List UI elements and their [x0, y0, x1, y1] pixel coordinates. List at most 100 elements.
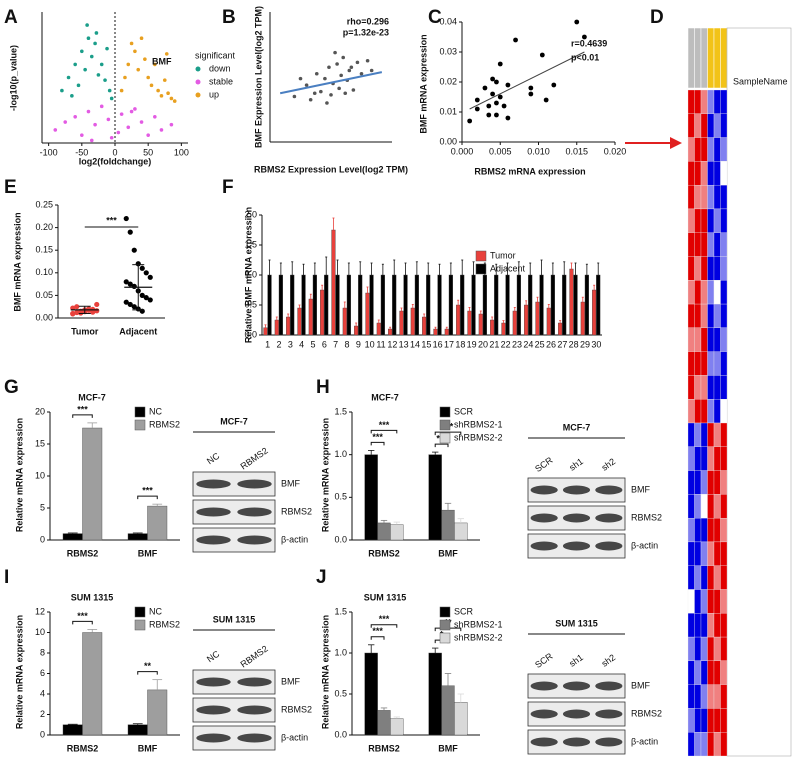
heat-cell [713, 113, 721, 138]
sig-bracket [72, 414, 93, 418]
heat-cell [707, 303, 715, 329]
sig-bracket [434, 443, 449, 448]
bar [546, 307, 551, 336]
point [490, 76, 495, 82]
bar [512, 310, 517, 336]
legend-marker [195, 79, 201, 85]
bar [301, 274, 306, 336]
point [116, 130, 121, 135]
panel-label: E [4, 177, 17, 198]
point [528, 85, 534, 91]
bar [290, 274, 295, 336]
x-tick-label: 23 [512, 339, 522, 349]
heat-cell [707, 184, 715, 210]
heat-cell [700, 446, 708, 471]
heat-cell [694, 399, 702, 424]
annotation: p<0.01 [571, 52, 599, 62]
heat-cell [720, 565, 728, 590]
bar [82, 632, 103, 736]
y-tick-label: 1.5 [244, 239, 257, 249]
y-tick-label: 12 [35, 606, 45, 616]
point [147, 274, 153, 280]
blot-band [562, 709, 591, 719]
blot-band [237, 535, 272, 545]
y-tick-label: 0.0 [244, 329, 257, 339]
x-tick-label: BMF [138, 743, 158, 753]
heat-cell [720, 636, 728, 662]
point [539, 52, 545, 58]
blot-band [595, 709, 623, 719]
bar [127, 533, 148, 541]
x-tick-label: 15 [421, 339, 431, 349]
point [73, 115, 77, 119]
legend-label: shRBMS2-1 [454, 619, 503, 629]
panel-label: I [4, 567, 9, 588]
bar [562, 274, 567, 336]
heat-cell [694, 161, 702, 186]
heat-cell [687, 684, 695, 709]
point [333, 50, 337, 55]
heat-cell [713, 613, 721, 638]
legend-label: NC [149, 406, 162, 416]
point [129, 41, 134, 46]
point [505, 82, 511, 88]
x-tick-label: -50 [75, 147, 88, 157]
heat-cell [720, 303, 728, 329]
heat-cell [700, 422, 708, 447]
fit-line [469, 51, 585, 110]
bar [342, 307, 347, 336]
blot-band [595, 485, 623, 495]
y-tick-label: 0.25 [35, 199, 53, 209]
point [574, 19, 580, 25]
x-tick-label: 24 [523, 339, 533, 349]
sig-label: *** [77, 404, 88, 414]
heat-cell [707, 660, 715, 685]
heat-cell [713, 732, 721, 757]
sig-label: *** [372, 626, 383, 636]
sample-header [720, 27, 728, 89]
point [298, 76, 303, 81]
panel-label: C [428, 7, 442, 28]
heat-cell [713, 161, 721, 186]
panel-label: G [4, 377, 19, 398]
legend-marker [195, 66, 201, 72]
heat-cell [713, 280, 721, 305]
bar [267, 274, 272, 336]
x-axis-label: log2(foldchange) [79, 156, 152, 166]
x-tick-label: BMF [138, 548, 158, 558]
heat-cell [707, 113, 715, 138]
y-axis-label: Relative BMF mRNA expression [243, 207, 253, 343]
point [139, 36, 144, 40]
legend-marker [134, 606, 146, 618]
y-tick-label: 0.0 [334, 729, 347, 739]
point [105, 46, 109, 51]
blot-band [562, 513, 591, 523]
y-tick-label: 0.5 [334, 688, 347, 698]
blot-band [196, 677, 231, 687]
point [127, 229, 133, 235]
y-tick-label: 15 [35, 438, 45, 448]
heat-cell [713, 184, 721, 210]
heat-cell [700, 208, 708, 233]
y-tick-label: 0.15 [35, 245, 53, 255]
heat-cell [713, 684, 721, 709]
legend-marker [439, 406, 451, 418]
bar [441, 685, 455, 736]
bar [369, 274, 374, 336]
heat-cell [700, 732, 708, 757]
heat-cell [687, 708, 695, 733]
point [123, 279, 129, 285]
point [505, 115, 511, 121]
heat-cell [687, 660, 695, 685]
sample-header [700, 27, 708, 89]
heat-cell [713, 470, 721, 495]
heat-cell [687, 232, 695, 257]
heat-cell [694, 660, 702, 685]
bar [573, 274, 578, 336]
point [76, 83, 81, 88]
heat-cell [720, 708, 728, 733]
bar [147, 689, 168, 736]
heat-cell [713, 351, 721, 376]
heat-cell [720, 446, 728, 471]
heat-cell [713, 89, 721, 114]
